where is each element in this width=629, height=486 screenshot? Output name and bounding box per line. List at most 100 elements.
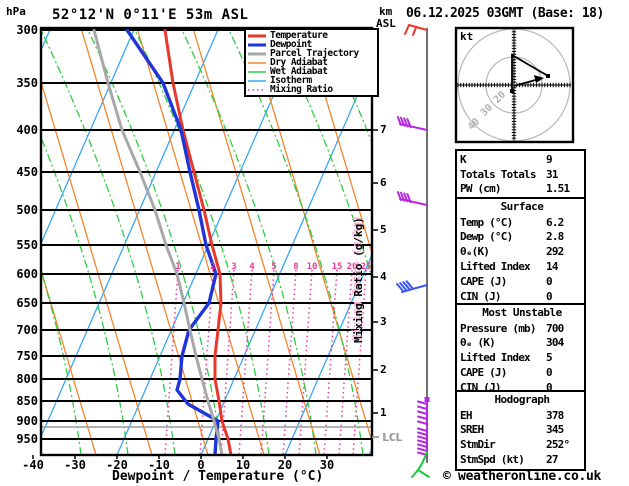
table-row: CIN (J) 0 xyxy=(460,289,584,304)
barb-tick xyxy=(417,415,428,420)
dry-adiabat-line xyxy=(41,267,97,455)
km-tick-label: 2 xyxy=(380,363,387,376)
km-tick-label: 3 xyxy=(380,315,387,328)
lcl-label: LCL xyxy=(382,431,402,444)
table-title: Most Unstable xyxy=(482,306,562,319)
barb-tick xyxy=(396,191,402,201)
x-axis-title: Dewpoint / Temperature (°C) xyxy=(112,469,324,484)
isotherm-line xyxy=(284,253,372,455)
hodograph-unit-label: kt xyxy=(460,30,474,43)
pressure-tick-label: 500 xyxy=(16,203,38,217)
table-row-value: 700 xyxy=(546,321,564,335)
chart-legend: Temperature Dewpoint Parcel Trajectory Dry … xyxy=(244,28,379,97)
wind-barb xyxy=(411,451,430,478)
hodograph-arrowhead xyxy=(534,75,544,83)
mixing-ratio-label: 25 xyxy=(360,262,372,272)
legend-swatch xyxy=(248,70,266,73)
barb-tick xyxy=(402,281,411,291)
pressure-unit-label: hPa xyxy=(6,5,26,18)
pressure-tick-label: 650 xyxy=(16,296,38,310)
plot-border xyxy=(39,26,374,457)
pressure-tick-label: 400 xyxy=(16,123,38,137)
table-row-value: 1.51 xyxy=(546,182,570,196)
datetime-header: 06.12.2025 03GMT (Base: 18) xyxy=(406,6,604,21)
dry-adiabat-line xyxy=(192,28,321,455)
barb-tick xyxy=(406,193,412,204)
hodograph-trace xyxy=(511,53,549,91)
legend-entry: Parcel Trajectory xyxy=(248,49,374,58)
table-title: Surface xyxy=(500,200,544,213)
temp-tick-label: 0 xyxy=(197,458,205,472)
mixing-ratio-label: 10 xyxy=(306,262,318,272)
table-row-label: CAPE (J) xyxy=(460,366,507,380)
pressure-tick-label: 600 xyxy=(16,267,38,281)
wind-barb xyxy=(396,191,428,206)
table-row-label: CIN (J) xyxy=(460,289,502,303)
temp-tick-label: -20 xyxy=(106,458,128,472)
barb-tick xyxy=(396,116,402,126)
barb-tick xyxy=(417,410,428,415)
isotherm-line xyxy=(200,60,372,455)
km-tick-label: 5 xyxy=(380,223,387,236)
table-row-label: PW (cm) xyxy=(460,182,502,196)
table-row: Totals Totals 31 xyxy=(460,167,584,182)
barb-glyph xyxy=(411,451,430,478)
temp-tick-label: -40 xyxy=(22,458,44,472)
table-row: CAPE (J) 0 xyxy=(460,365,584,380)
legend-label: Temperature xyxy=(270,30,328,41)
table-row: StmDir 252° xyxy=(460,437,584,452)
table-row: Pressure (mb) 700 xyxy=(460,321,584,336)
barb-tick xyxy=(400,191,406,202)
km-tick-label: 4 xyxy=(380,270,387,283)
barb-tick xyxy=(406,118,412,129)
mixing-ratio-label: 8 xyxy=(293,262,299,272)
table-row-value: 31 xyxy=(546,167,558,181)
pressure-tick-label: 900 xyxy=(16,414,38,428)
table-title: Hodograph xyxy=(494,393,550,406)
km-tick-label: 6 xyxy=(380,176,387,189)
table-row: Lifted Index 5 xyxy=(460,350,584,365)
pressure-tick-label: 300 xyxy=(16,23,38,37)
temp-tick-label: 20 xyxy=(277,458,293,472)
temp-tick-label: -30 xyxy=(64,458,86,472)
table-row-value: 5 xyxy=(546,351,553,365)
temp-tick-label: -10 xyxy=(148,458,170,472)
km-tick-label: 1 xyxy=(380,406,387,419)
table-row-value: 9 xyxy=(546,152,553,166)
table-row: StmSpd (kt) 27 xyxy=(460,452,584,467)
table-row-label: StmSpd (kt) xyxy=(460,453,525,467)
barb-tick xyxy=(417,447,428,452)
legend-swatch xyxy=(248,79,266,82)
barb-tick xyxy=(417,431,428,436)
barb-tick xyxy=(417,443,428,448)
legend-swatch xyxy=(248,34,266,37)
wind-barb xyxy=(396,280,428,293)
table-row-label: Pressure (mb) xyxy=(460,321,537,335)
table-row-value: 2.8 xyxy=(546,230,564,244)
table-row-value: 0 xyxy=(546,366,553,380)
table-row-label: Totals Totals xyxy=(460,167,537,181)
barb-tick xyxy=(417,439,428,444)
table-row-value: 304 xyxy=(546,336,564,350)
wet-adiabat-line xyxy=(604,28,629,455)
km-axis-unit: km xyxy=(379,5,393,18)
barb-tick xyxy=(417,435,428,440)
legend-entry: Wet Adiabat xyxy=(248,67,374,76)
barb-tick xyxy=(403,117,409,128)
mixing-ratio-label: 5 xyxy=(271,262,277,272)
table-row-label: SREH xyxy=(460,423,484,437)
barb-tick xyxy=(405,280,414,290)
legend-label: Dewpoint xyxy=(270,39,312,50)
table-row: Temp (°C) 6.2 xyxy=(460,215,584,230)
table-hodograph: Hodograph EH 378 SREH 345 StmDir 252° StmSpd (k… xyxy=(455,390,586,471)
table-row: EH 378 xyxy=(460,408,584,423)
table-row-value: 0 xyxy=(546,380,553,394)
dry-adiabat-line xyxy=(80,28,209,455)
hodograph-trace-marker xyxy=(546,74,550,78)
dry-adiabat-line xyxy=(136,28,265,455)
table-row-label: θₑ (K) xyxy=(460,336,496,350)
pressure-tick-label: 800 xyxy=(16,372,38,386)
